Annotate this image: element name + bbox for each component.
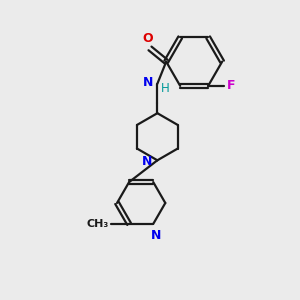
Text: N: N — [150, 229, 161, 242]
Text: CH₃: CH₃ — [87, 219, 109, 229]
Text: O: O — [142, 32, 153, 45]
Text: F: F — [227, 80, 235, 92]
Text: N: N — [142, 76, 153, 89]
Text: N: N — [142, 155, 152, 168]
Text: H: H — [161, 82, 170, 95]
